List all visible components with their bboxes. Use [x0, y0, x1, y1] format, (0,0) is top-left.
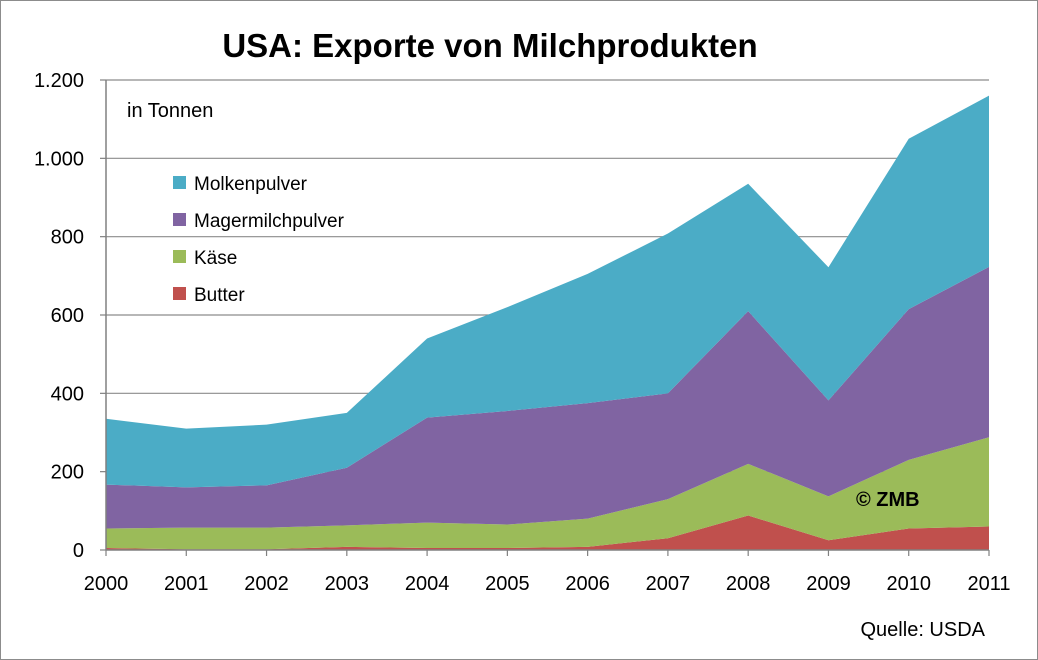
- y-tick-label-1000: 1.000: [34, 148, 84, 170]
- x-tick-label-2001: 2001: [164, 573, 209, 595]
- area-series-magermilchpulver: [106, 266, 989, 529]
- y-tick-label-0: 0: [73, 540, 84, 562]
- x-tick-label-2000: 2000: [84, 573, 129, 595]
- x-tick-label-2011: 2011: [967, 573, 1010, 595]
- stacked-areas: [106, 95, 989, 550]
- legend-label-molkenpulver: Molkenpulver: [194, 174, 308, 195]
- x-tick-label-2005: 2005: [485, 573, 530, 595]
- legend-label-butter: Butter: [194, 285, 245, 306]
- area-series-butter: [106, 515, 989, 550]
- area-series-kase: [106, 437, 989, 550]
- legend-swatch-kase: [173, 250, 186, 263]
- x-tick-label-2008: 2008: [726, 573, 771, 595]
- legend-swatch-butter: [173, 287, 186, 300]
- x-tick-label-2009: 2009: [806, 573, 851, 595]
- x-tick-label-2006: 2006: [565, 573, 610, 595]
- x-tick-labels: 2000 2001 2002 2003 2004 2005 2006 2007 2008 2009…: [84, 550, 1011, 595]
- x-tick-label-2010: 2010: [886, 573, 931, 595]
- source-note: Quelle: USDA: [861, 619, 986, 641]
- x-tick-label-2003: 2003: [325, 573, 370, 595]
- y-tick-label-800: 800: [51, 227, 84, 249]
- y-tick-label-200: 200: [51, 462, 84, 484]
- legend-label-magermilchpulver: Magermilchpulver: [194, 211, 345, 232]
- chart-title: USA: Exporte von Milchprodukten: [222, 27, 757, 64]
- legend-label-kase: Käse: [194, 248, 237, 269]
- legend-swatch-molkenpulver: [173, 176, 186, 189]
- area-series-molkenpulver: [106, 95, 989, 488]
- y-tick-label-600: 600: [51, 305, 84, 327]
- unit-note: in Tonnen: [127, 100, 213, 122]
- legend-swatch-magermilchpulver: [173, 213, 186, 226]
- legend: Molkenpulver Magermilchpulver Käse Butter: [173, 174, 345, 306]
- x-tick-label-2007: 2007: [646, 573, 691, 595]
- watermark-copyright: © ZMB: [856, 489, 920, 511]
- y-tick-label-400: 400: [51, 383, 84, 405]
- y-tick-label-1200: 1.200: [34, 70, 84, 92]
- y-tick-labels: 0 200 400 600 800 1.000 1.200: [34, 70, 106, 562]
- x-tick-label-2002: 2002: [244, 573, 289, 595]
- x-tick-label-2004: 2004: [405, 573, 450, 595]
